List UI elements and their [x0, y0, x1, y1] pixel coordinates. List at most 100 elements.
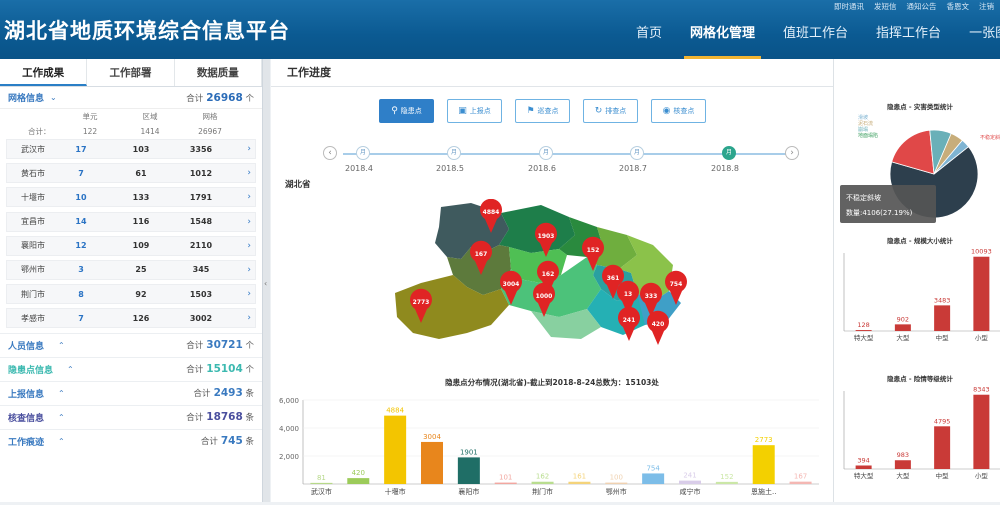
map-pin[interactable]: 162 — [537, 260, 559, 295]
x-tick-label: 大型 — [896, 471, 910, 480]
section-total-unit: 个 — [242, 365, 254, 375]
table-row[interactable]: 鄂州市 3 25 345 › — [6, 259, 256, 280]
map-pin[interactable]: 1000 — [533, 282, 555, 317]
chevron-up-icon[interactable]: ⌃ — [58, 388, 65, 398]
info-section-header[interactable]: 上报信息 ⌃ 合计 2493 条 — [0, 380, 262, 405]
timeline-month-dot[interactable]: 月 — [356, 146, 370, 160]
info-section-header[interactable]: 人员信息 ⌃ 合计 30721 个 — [0, 332, 262, 357]
timeline-month-label[interactable]: 2018.6 — [528, 164, 556, 173]
bar — [421, 441, 443, 484]
y-tick-label: 6,000 — [279, 397, 299, 405]
bar-value-label: 3004 — [423, 433, 441, 441]
timeline-month-dot[interactable]: 月 — [630, 146, 644, 160]
chevron-up-icon[interactable]: ⌃ — [67, 364, 74, 374]
city-name: 宜昌市 — [21, 217, 45, 227]
map-pin[interactable]: 3004 — [500, 270, 522, 305]
table-row[interactable]: 宜昌市 14 116 1548 › — [6, 211, 256, 232]
table-row[interactable]: 襄阳市 12 109 2110 › — [6, 235, 256, 256]
bar-value-label: 241 — [683, 472, 696, 480]
map-pin[interactable]: 361 — [602, 264, 624, 299]
filter-refresh-button[interactable]: ↻ 排查点 — [583, 99, 638, 123]
timeline-next-icon[interactable]: › — [785, 146, 799, 160]
info-section-header[interactable]: 隐患点信息 ⌃ 合计 15104 个 — [0, 356, 262, 381]
panel-splitter[interactable]: ‹ — [263, 59, 270, 502]
link-instant-message[interactable]: 即时通讯 — [834, 2, 864, 11]
filter-eye-button[interactable]: ◉ 核查点 — [651, 99, 706, 123]
timeline-month-dot[interactable]: 月 — [722, 146, 736, 160]
chevron-right-icon[interactable]: › — [247, 313, 251, 324]
timeline-month-label[interactable]: 2018.5 — [436, 164, 464, 173]
tab-work-results[interactable]: 工作成果 — [0, 59, 88, 86]
grid-info-label: 网格信息 — [8, 94, 45, 104]
table-row[interactable]: 十堰市 10 133 1791 › — [6, 187, 256, 208]
nav-grid-management[interactable]: 网格化管理 — [676, 13, 769, 59]
chevron-right-icon[interactable]: › — [247, 192, 251, 203]
pin-icon: ⚲ — [391, 106, 398, 116]
chevron-right-icon[interactable]: › — [247, 240, 251, 251]
tab-work-deployment[interactable]: 工作部署 — [87, 59, 175, 86]
nav-duty-desk[interactable]: 值班工作台 — [783, 26, 849, 41]
timeline-month-label[interactable]: 2018.4 — [345, 164, 373, 173]
x-tick-label: 小型 — [975, 333, 989, 342]
city-unit-count: 3 — [78, 265, 84, 275]
timeline-prev-icon[interactable]: ‹ — [323, 146, 337, 160]
pin-value: 754 — [670, 281, 683, 288]
bar — [789, 481, 812, 484]
link-user[interactable]: 香恩文 — [946, 2, 970, 11]
map-pin[interactable]: 1903 — [535, 222, 557, 257]
map-pin[interactable]: 4884 — [480, 199, 502, 233]
filter-report-button[interactable]: ▣ 上报点 — [447, 99, 502, 123]
table-row[interactable]: 黄石市 7 61 1012 › — [6, 163, 256, 184]
map-pin[interactable]: 754 — [665, 270, 687, 305]
hazard-pins[interactable]: 4884 1903 167 152 162 3004 1000 361 754 2773 13 333… — [410, 199, 687, 345]
chevron-up-icon[interactable]: ⌃ — [58, 340, 65, 350]
city-area-count: 126 — [132, 313, 150, 323]
tab-data-quality[interactable]: 数据质量 — [175, 59, 262, 86]
timeline-month-dot[interactable]: 月 — [539, 146, 553, 160]
hubei-map[interactable]: 4884 1903 167 152 162 3004 1000 361 754 2773 13 333… — [391, 199, 711, 374]
nav-home[interactable]: 首页 — [636, 26, 663, 41]
chevron-up-icon[interactable]: ⌃ — [58, 412, 65, 422]
map-pin[interactable]: 152 — [582, 236, 604, 271]
table-row[interactable]: 荆门市 8 92 1503 › — [6, 284, 256, 305]
city-name: 鄂州市 — [21, 265, 45, 275]
timeline-month-dot[interactable]: 月 — [447, 146, 461, 160]
chevron-up-icon[interactable]: ⌃ — [58, 436, 65, 446]
timeline-month-label[interactable]: 2018.8 — [711, 164, 739, 173]
timeline-month-label[interactable]: 2018.7 — [619, 164, 647, 173]
filter-pin-button[interactable]: ⚲ 隐患点 — [379, 99, 434, 123]
filter-flag-button[interactable]: ⚑ 巡查点 — [515, 99, 570, 123]
section-total: 合计 18768 条 — [186, 411, 254, 423]
city-area-count: 25 — [135, 265, 147, 275]
chevron-down-icon[interactable]: ⌄ — [50, 93, 57, 102]
y-tick-label: 2,000 — [279, 453, 299, 461]
info-section-header[interactable]: 工作痕迹 ⌃ 合计 745 条 — [0, 428, 262, 453]
map-region-xiaogan — [587, 227, 637, 269]
map-pin[interactable]: 167 — [470, 240, 492, 275]
nav-command-desk[interactable]: 指挥工作台 — [876, 26, 942, 41]
chevron-right-icon[interactable]: › — [247, 264, 251, 275]
chevron-right-icon[interactable]: › — [247, 289, 251, 300]
section-total: 合计 2493 条 — [194, 387, 254, 399]
map-pin[interactable]: 241 — [618, 306, 640, 341]
table-row[interactable]: 孝感市 7 126 3002 › — [6, 308, 256, 329]
chevron-right-icon[interactable]: › — [247, 216, 251, 227]
tooltip-value: 数量:4106(27.19%) — [846, 208, 913, 217]
bar — [642, 473, 665, 484]
section-total-unit: 条 — [242, 437, 254, 447]
map-pin[interactable]: 13 — [617, 280, 639, 315]
info-section-header[interactable]: 核查信息 ⌃ 合计 18768 条 — [0, 404, 262, 429]
chevron-right-icon[interactable]: › — [247, 144, 251, 154]
collapse-arrow-icon[interactable]: ‹ — [264, 279, 268, 288]
nav-one-map[interactable]: 一张图 — [969, 26, 1000, 41]
chevron-right-icon[interactable]: › — [247, 168, 251, 179]
map-pin[interactable]: 333 — [640, 282, 662, 317]
map-pin[interactable]: 420 — [647, 310, 669, 345]
pie-slice — [891, 129, 935, 175]
link-sms[interactable]: 发短信 — [874, 2, 897, 11]
link-notice[interactable]: 通知公告 — [906, 2, 937, 11]
map-pin[interactable]: 2773 — [410, 288, 432, 323]
link-logout[interactable]: 注销 — [979, 2, 994, 11]
grid-info-header[interactable]: 网格信息 ⌄ 合计 26968 个 — [0, 87, 262, 109]
table-row[interactable]: 武汉市 17 103 3356 › — [6, 139, 256, 159]
